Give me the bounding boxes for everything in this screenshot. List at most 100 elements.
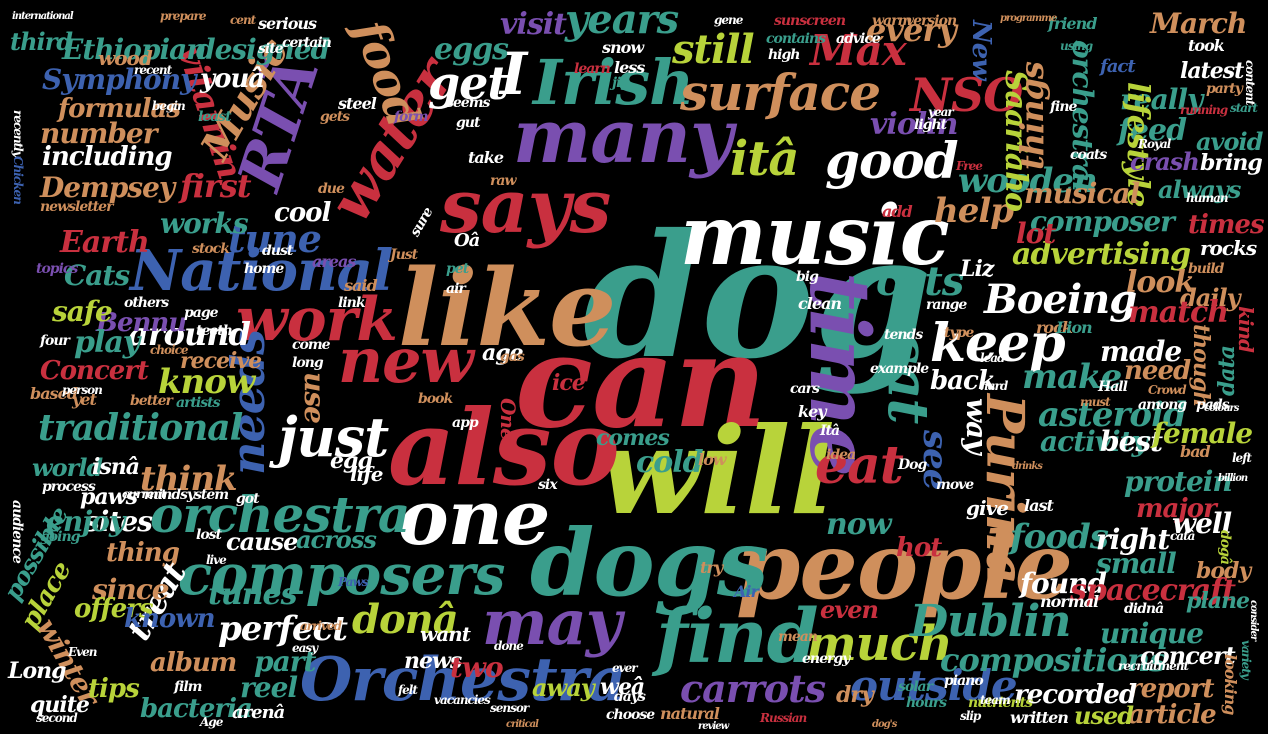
word-current: current [122,487,167,501]
word-Russian: Russian [760,711,807,725]
word-Orchestra: Orchestra [300,645,626,715]
word-people: people [736,512,1073,620]
word-high: high [768,47,800,63]
word-find: find [656,594,818,680]
word-vacancies: vacancies [434,693,491,707]
word-dog: dog [583,197,932,397]
word-avoid: avoid [1196,127,1263,156]
word-Oa: Oâ [454,230,480,251]
word-gets: gets [320,109,350,125]
word-choice: choice [150,343,189,357]
word-times: times [1188,210,1265,240]
word-world: world [32,453,103,482]
word-outside: outside [850,661,1018,710]
word-human: human [1186,191,1229,205]
word-start: start [1230,101,1258,115]
word-make: make [1022,357,1122,397]
word-seems: seems [446,95,490,111]
word-protein: protein [1124,465,1233,498]
word-solar: solar [898,679,933,695]
word-process: process [42,479,96,495]
word-New: New [966,20,996,80]
word-dry: dry [836,682,874,708]
word-days: days [614,689,646,705]
word-dogs-s: dog's [872,719,897,730]
word-cata: catâ [1170,529,1195,543]
word-cats: cats [876,258,964,305]
word-Even: Even [68,645,98,659]
word-contains: contains [766,31,826,47]
word-six: six [538,477,558,493]
word-tunes: tunes [208,577,297,612]
word-Earth: Earth [60,225,150,260]
word-two: two [450,651,504,684]
word-also: also [388,386,620,509]
word-dogsa: dogâ [1217,530,1233,564]
word-serious: serious [258,14,317,33]
word-plane: plane [1186,588,1250,614]
word-artists: artists [176,395,220,411]
word-arrived: arrived [300,619,342,633]
word-based: based [30,384,78,403]
word-Boeing: Boeing [984,276,1137,323]
word-Free: Free [956,159,983,173]
word-thing: thing [106,538,180,568]
word-Air: Air [734,582,759,601]
word-report: report [1128,674,1214,704]
word-book: book [418,391,453,407]
word-Lion: Lion [1056,318,1093,337]
word-Ethiopian: Ethiopian [62,33,207,66]
word-paws: paws [80,484,138,510]
word-match: match [1128,295,1229,330]
word-others: others [124,295,169,311]
word-think: think [140,459,238,499]
word-normal: normal [1040,592,1099,611]
word-took: took [1188,36,1225,55]
word-March: March [1150,7,1247,40]
word-advice: advice [836,31,881,47]
word-daily: daily [1180,283,1241,312]
word-bad: bad [1180,442,1211,461]
word-know: know [158,362,255,402]
word-written: written [1010,708,1069,727]
word-pet: pet [446,261,469,277]
word-may: may [482,586,622,659]
word-hard: hard [980,379,1008,393]
word-Liz: Liz [960,256,994,282]
word-teeth: teeth [196,323,233,339]
word-running: running [1180,103,1228,117]
word-just: just [278,405,389,469]
word-mean: mean [778,629,818,645]
word-tends: tends [884,327,923,343]
word-across: across [296,525,377,554]
word-Symphony: Symphony [42,63,196,96]
word-ever: ever [612,661,638,675]
word-home: home [244,261,284,277]
word-Max: Max [810,26,907,75]
word-play: play [74,325,140,360]
word-link: link [338,295,365,311]
word-learn: learn [574,61,611,77]
word-areas: areas [312,252,356,271]
word-party: party [1206,81,1243,97]
word-live: live [206,553,227,567]
word-I: I [500,40,527,108]
word-things: things [1013,62,1051,170]
word-recently: recently [11,110,25,157]
word-gut: gut [456,115,480,131]
word-dust: dust [262,243,293,259]
word-fine: fine [1050,99,1077,115]
word-variety: variety [1239,640,1253,679]
word-article: article [1128,700,1217,730]
word-cent: cent [230,13,256,27]
word-key: key [798,402,827,421]
word-since: since [92,573,170,606]
word-made: made [1100,335,1182,368]
word-content: content [1243,60,1257,105]
word-around: around [128,315,251,353]
word-even: even [820,595,879,624]
word-left: left [1232,451,1252,465]
word-hot: hot [896,533,942,563]
word-musical: musical [1024,177,1140,210]
